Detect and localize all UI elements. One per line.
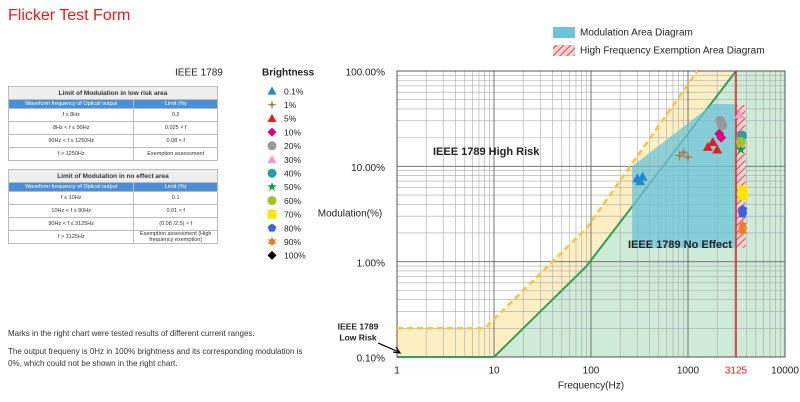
table-title: Limit of Modulation in low risk area	[8, 86, 218, 100]
table-cell: Exemption assessment	[133, 147, 218, 161]
note: The output frequeny is 0Hz in 100% brigh…	[8, 347, 303, 368]
legend-label: 100%	[284, 251, 306, 261]
table: Limit of Modulation in no effect area Wav…	[7, 169, 218, 244]
legend-marker	[267, 113, 277, 122]
legend-label: 10%	[284, 127, 301, 137]
x-tick-label: 10000	[771, 366, 799, 377]
x-tick-label: 100	[583, 366, 600, 377]
modulation-area	[632, 104, 737, 248]
table-title-row: Limit of Modulation in low risk area	[8, 86, 218, 100]
y-tick-label: 10.00%	[351, 163, 385, 174]
data-point	[712, 144, 723, 154]
y-tick-label: 100.00%	[346, 68, 386, 79]
table-cell: f > 3125Hz	[7, 230, 135, 244]
legend-label: 60%	[284, 196, 301, 206]
table-title-row: Limit of Modulation in no effect area	[8, 169, 218, 183]
page-title: Flicker Test Form	[8, 7, 131, 24]
data-point	[674, 149, 686, 161]
legend-marker	[267, 209, 277, 219]
legend-label: 90%	[284, 237, 301, 247]
data-point	[707, 136, 718, 146]
table-cell: f > 1250Hz	[7, 147, 135, 161]
data-point	[734, 109, 745, 119]
table-row: 8Hz < f ≤ 90Hz 0.025 × f	[7, 121, 218, 135]
data-point	[737, 208, 748, 218]
standard-label: IEEE 1789	[175, 68, 223, 79]
legend-marker	[267, 196, 277, 206]
x-tick-label: 1000	[677, 366, 700, 377]
annotation: IEEE 1789 No Effect	[628, 239, 732, 251]
table-row: 10Hz < f ≤ 90Hz 0.01 × f	[7, 204, 218, 218]
legend-label: 20%	[284, 141, 301, 151]
low-risk-region	[397, 71, 737, 357]
table-title: Limit of Modulation in no effect area	[8, 169, 218, 183]
data-point	[716, 132, 727, 143]
legend-marker	[267, 86, 277, 95]
data-point	[637, 171, 648, 181]
x-tick-label: 1	[394, 366, 400, 377]
table-row: f > 1250Hz Exemption assessment	[7, 147, 218, 161]
annotation: IEEE 1789	[338, 321, 379, 331]
legend-marker	[267, 141, 277, 151]
data-point	[737, 219, 748, 231]
legend-marker	[267, 155, 277, 164]
x-tick-label: 10	[488, 366, 500, 377]
legend-swatch	[553, 27, 575, 38]
legend-label: 30%	[284, 155, 301, 165]
legend-label: High Frequency Exemption Area Diagram	[580, 46, 765, 57]
legend-marker	[267, 181, 277, 191]
annotation: Low Risk	[339, 332, 377, 342]
legend-marker	[267, 250, 277, 260]
note: Marks in the right chart were tested res…	[8, 329, 255, 338]
data-point	[735, 136, 746, 147]
legend-label: 80%	[284, 223, 301, 233]
data-point	[737, 190, 748, 201]
annotation: IEEE 1789 High Risk	[433, 146, 540, 158]
legend-marker	[267, 168, 277, 178]
table-row: f ≤ 10Hz 0.1	[7, 191, 218, 205]
axis-label: Modulation(%)	[318, 209, 382, 220]
legend-marker	[267, 223, 277, 232]
axis-label: Frequency(Hz)	[558, 381, 624, 392]
data-point	[717, 120, 728, 131]
legend-marker	[267, 99, 277, 110]
legend-marker	[267, 127, 277, 137]
arrow	[377, 342, 402, 354]
data-point	[702, 141, 713, 151]
x-tick-label: 3125	[725, 366, 748, 377]
y-tick-label: 1.00%	[357, 258, 385, 269]
y-tick-label: 0.10%	[357, 354, 385, 365]
legend-label: 1%	[284, 100, 297, 110]
data-point	[682, 151, 694, 163]
legend-swatch	[553, 45, 575, 56]
legend-label: Modulation Area Diagram	[580, 28, 693, 39]
legend-title: Brightness	[262, 68, 315, 79]
table-row: f > 3125Hz Exemption assessment (High fre…	[7, 230, 218, 244]
data-point	[737, 225, 748, 237]
low-risk-limit	[397, 70, 699, 330]
table: Limit of Modulation in low risk area Wave…	[7, 86, 218, 161]
legend-label: 40%	[284, 168, 301, 178]
plot-frame	[396, 70, 786, 358]
legend-marker	[267, 236, 277, 247]
table-cell: Exemption assessment (High frequency exe…	[133, 230, 218, 244]
legend-label: 50%	[284, 182, 301, 192]
data-point	[678, 146, 690, 158]
legend-label: 0.1%	[284, 86, 304, 96]
table-row: f ≤ 8Hz 0.2	[7, 108, 218, 122]
data-point	[735, 144, 747, 154]
legend-label: 70%	[284, 210, 301, 220]
legend-label: 5%	[284, 114, 297, 124]
